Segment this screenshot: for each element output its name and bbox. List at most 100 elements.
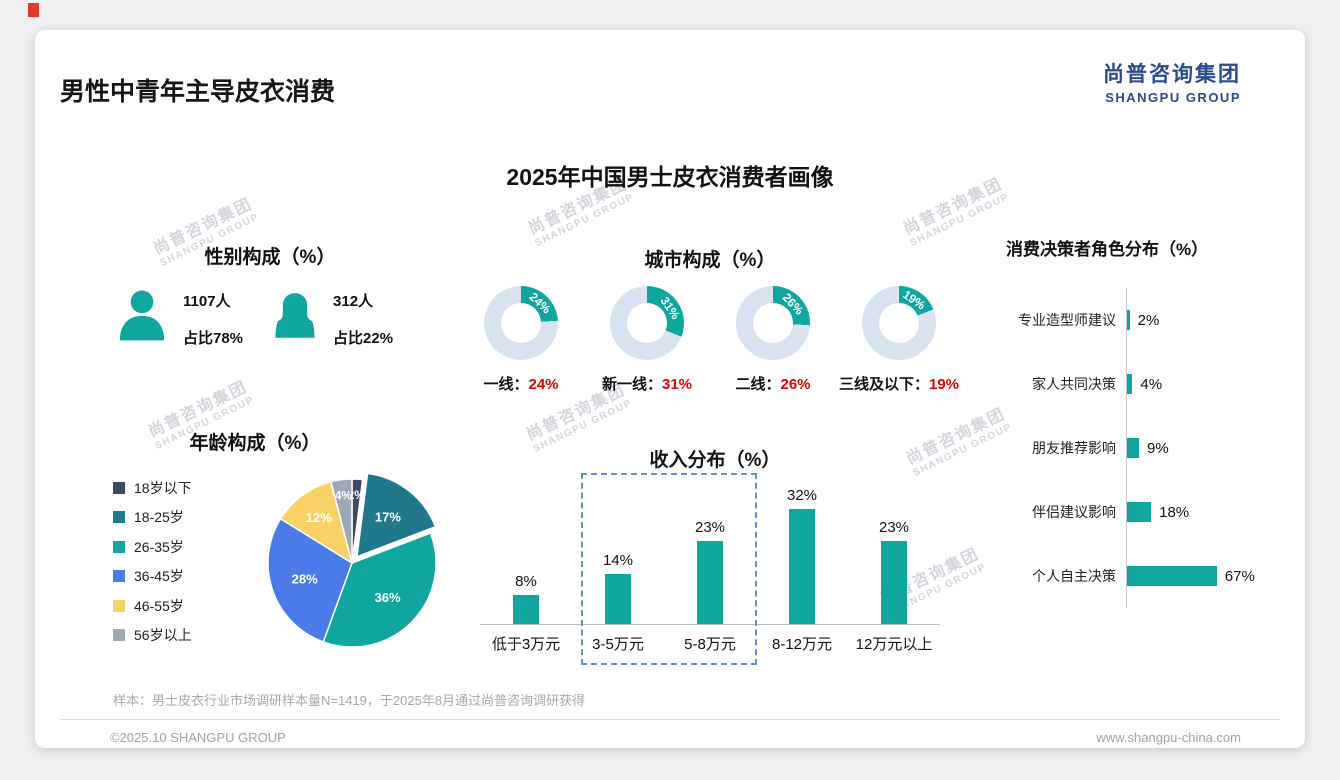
donut-chart: 19%	[862, 286, 936, 360]
donut-chart: 31%	[610, 286, 684, 360]
decision-bar	[1127, 374, 1133, 394]
legend-swatch	[113, 570, 125, 583]
income-bar-category: 8-12万元	[771, 636, 833, 653]
pie-slice	[322, 532, 437, 648]
donut-caption: 三线及以下：19%	[839, 373, 959, 394]
age-heading: 年龄构成（%）	[189, 433, 321, 454]
donut-caption-name: 一线：	[483, 376, 529, 393]
male-share: 占比78%	[183, 330, 244, 347]
chart-main-title: 2025年中国男士皮衣消费者画像	[506, 164, 834, 190]
age-pie-svg: 2%17%36%28%12%4%	[267, 472, 437, 648]
pie-value-label: 4%	[335, 489, 353, 503]
legend-item: 18岁以下	[113, 473, 485, 503]
decision-row: 朋友推荐影响 9%	[1000, 416, 1300, 480]
pie-value-label: 17%	[375, 509, 401, 524]
decision-heading: 消费决策者角色分布（%）	[1006, 240, 1209, 259]
slide-card: 尚普咨询集团 SHANGPU GROUP 尚普咨询集团 SHANGPU GROUP 尚普…	[35, 30, 1305, 748]
male-count: 1107人	[183, 293, 231, 310]
gender-heading: 性别构成（%）	[204, 247, 336, 268]
city-donut-cell: 26% 二线：26%	[713, 286, 833, 394]
income-bar-value: 23%	[878, 519, 910, 537]
income-bar	[789, 508, 815, 624]
decision-row: 专业造型师建议 2%	[1000, 288, 1300, 352]
donut-caption-name: 新一线：	[601, 376, 662, 393]
income-bar-category: 5-8万元	[684, 636, 736, 653]
age-legend: 18岁以下 18-25岁 26-35岁 36-45岁 46-55岁 56岁以上	[113, 473, 485, 650]
donut-caption-value: 26%	[780, 376, 811, 393]
donut-caption: 二线：26%	[735, 373, 810, 394]
legend-label: 26-35岁	[134, 538, 184, 555]
donut-hole	[879, 303, 919, 343]
decision-category-label: 朋友推荐影响	[1032, 440, 1116, 456]
city-section: 城市构成（%） 24% 一线：24% 31% 新一线：31% 26% 二线：26% 19% 三…	[455, 245, 965, 394]
gender-row: 1107人 占比78% 312人 占比22%	[105, 285, 465, 348]
pie-value-label: 28%	[292, 571, 318, 586]
footer-website: www.shangpu-china.com	[1096, 730, 1241, 745]
city-donut-cell: 31% 新一线：31%	[587, 286, 707, 394]
female-stats: 312人 占比22%	[333, 290, 393, 348]
decision-bar-value: 4%	[1140, 375, 1163, 393]
income-bar-column: 23%	[848, 519, 940, 624]
decision-bar-track: 67%	[1126, 544, 1300, 608]
legend-item: 18-25岁	[113, 503, 485, 533]
slide-title: 男性中青年主导皮衣消费	[60, 78, 336, 106]
gender-section: 性别构成（%） 1107人 占比78% 312人 占比22%	[105, 242, 465, 348]
decision-bar-track: 18%	[1126, 480, 1300, 544]
decision-rows: 专业造型师建议 2% 家人共同决策 4% 朋友推荐影响 9% 伴侣建议影响 18% 个人自主决策…	[1000, 288, 1300, 608]
logo-chinese-text: 尚普咨询集团	[1103, 63, 1241, 86]
decision-category-label: 家人共同决策	[1032, 376, 1116, 392]
decision-category-label: 伴侣建议影响	[1032, 504, 1116, 520]
decision-category-label: 专业造型师建议	[1018, 312, 1116, 328]
income-chart: 8% 14% 23% 32% 23% 低于3万元 3-5万元 5-8万元 8-12万元 12万元…	[480, 470, 940, 654]
decision-bar	[1127, 438, 1140, 458]
income-highlight-box	[581, 473, 757, 665]
legend-label: 56岁以上	[134, 627, 192, 644]
income-bar-column: 23%	[664, 519, 756, 624]
legend-label: 46-55岁	[134, 597, 184, 614]
decision-row: 个人自主决策 67%	[1000, 544, 1300, 608]
income-heading: 收入分布（%）	[649, 450, 781, 471]
decision-bar	[1127, 502, 1152, 522]
legend-swatch	[113, 629, 125, 642]
income-bar	[881, 541, 907, 624]
city-donut-row: 24% 一线：24% 31% 新一线：31% 26% 二线：26% 19% 三线及以下：19%	[455, 286, 965, 394]
pie-slice	[279, 480, 354, 565]
legend-label: 18-25岁	[134, 509, 184, 526]
income-bar-value: 32%	[786, 486, 818, 504]
income-bar-value: 14%	[602, 551, 634, 569]
donut-hole	[753, 303, 793, 343]
legend-swatch	[113, 481, 125, 494]
decision-bar	[1127, 566, 1217, 586]
decision-category-label: 个人自主决策	[1032, 568, 1116, 584]
legend-label: 18岁以下	[134, 479, 192, 496]
legend-swatch	[113, 599, 125, 612]
decision-bar-value: 9%	[1147, 439, 1169, 457]
income-bar-column: 14%	[572, 552, 664, 624]
decision-section: 消费决策者角色分布（%） 专业造型师建议 2% 家人共同决策 4% 朋友推荐影响 9% 伴侣…	[1000, 235, 1300, 608]
female-share: 占比22%	[333, 330, 394, 347]
decision-bar-track: 4%	[1126, 352, 1300, 416]
income-bar-column: 32%	[756, 487, 848, 624]
sample-note: 样本：男士皮衣行业市场调研样本量N=1419，于2025年8月通过尚普咨询调研获…	[113, 693, 586, 708]
income-bar-value: 8%	[515, 573, 537, 591]
income-cats: 低于3万元 3-5万元 5-8万元 8-12万元 12万元以上	[480, 633, 940, 654]
income-bar-value: 23%	[694, 519, 726, 537]
female-person-icon	[275, 293, 315, 338]
donut-caption-name: 三线及以下：	[838, 376, 929, 393]
income-bar-column: 8%	[480, 573, 572, 624]
income-bar	[513, 595, 539, 624]
donut-caption: 新一线：31%	[602, 373, 692, 394]
male-stats: 1107人 占比78%	[183, 290, 243, 348]
legend-item: 46-55岁	[113, 591, 485, 621]
legend-item: 56岁以上	[113, 621, 485, 651]
income-bar	[697, 541, 723, 624]
legend-swatch	[113, 511, 125, 524]
female-count: 312人	[333, 293, 374, 310]
male-person-icon	[119, 290, 165, 341]
donut-caption-name: 二线：	[735, 376, 781, 393]
pie-slice	[267, 517, 353, 643]
donut-chart: 26%	[736, 286, 810, 360]
donut-chart: 24%	[484, 286, 558, 360]
income-bar-category: 3-5万元	[592, 636, 644, 653]
pie-value-label: 36%	[375, 590, 401, 605]
